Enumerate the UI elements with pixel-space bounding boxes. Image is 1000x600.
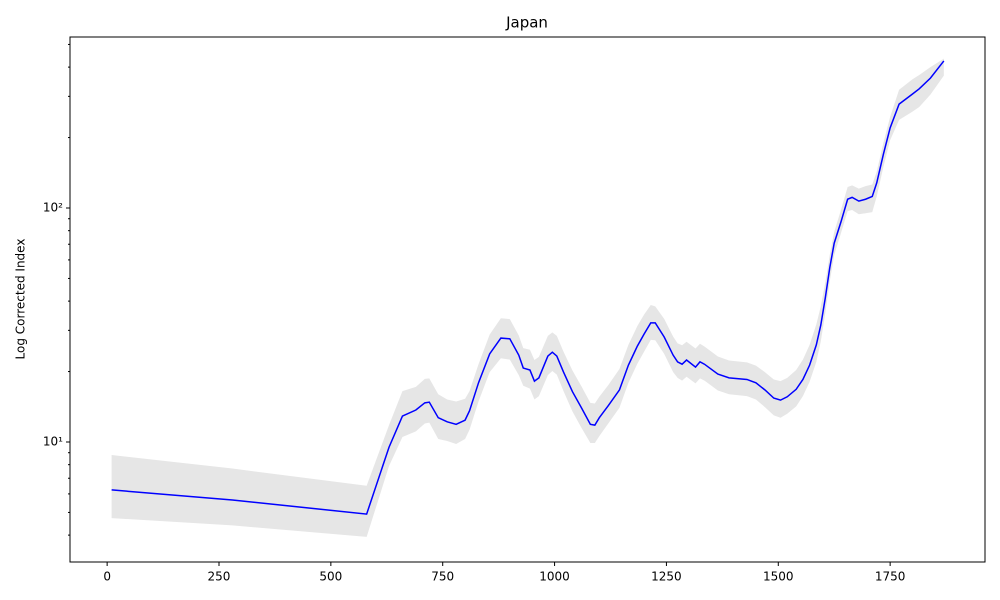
y-axis-label: Log Corrected Index [14, 239, 28, 360]
x-tick-label: 250 [208, 570, 231, 584]
confidence-band [111, 58, 944, 537]
data-line [111, 60, 945, 515]
x-tick-label: 0 [103, 570, 111, 584]
x-tick-label: 1250 [651, 570, 682, 584]
chart-title: Japan [505, 14, 548, 32]
y-tick-label: 10² [43, 200, 63, 214]
x-tick-label: 1500 [763, 570, 794, 584]
x-tick-label: 500 [319, 570, 342, 584]
x-tick-label: 750 [431, 570, 454, 584]
y-tick-label: 10¹ [43, 434, 63, 448]
x-tick-label: 1750 [875, 570, 906, 584]
plot-frame [69, 36, 986, 563]
x-tick-label: 1000 [539, 570, 570, 584]
